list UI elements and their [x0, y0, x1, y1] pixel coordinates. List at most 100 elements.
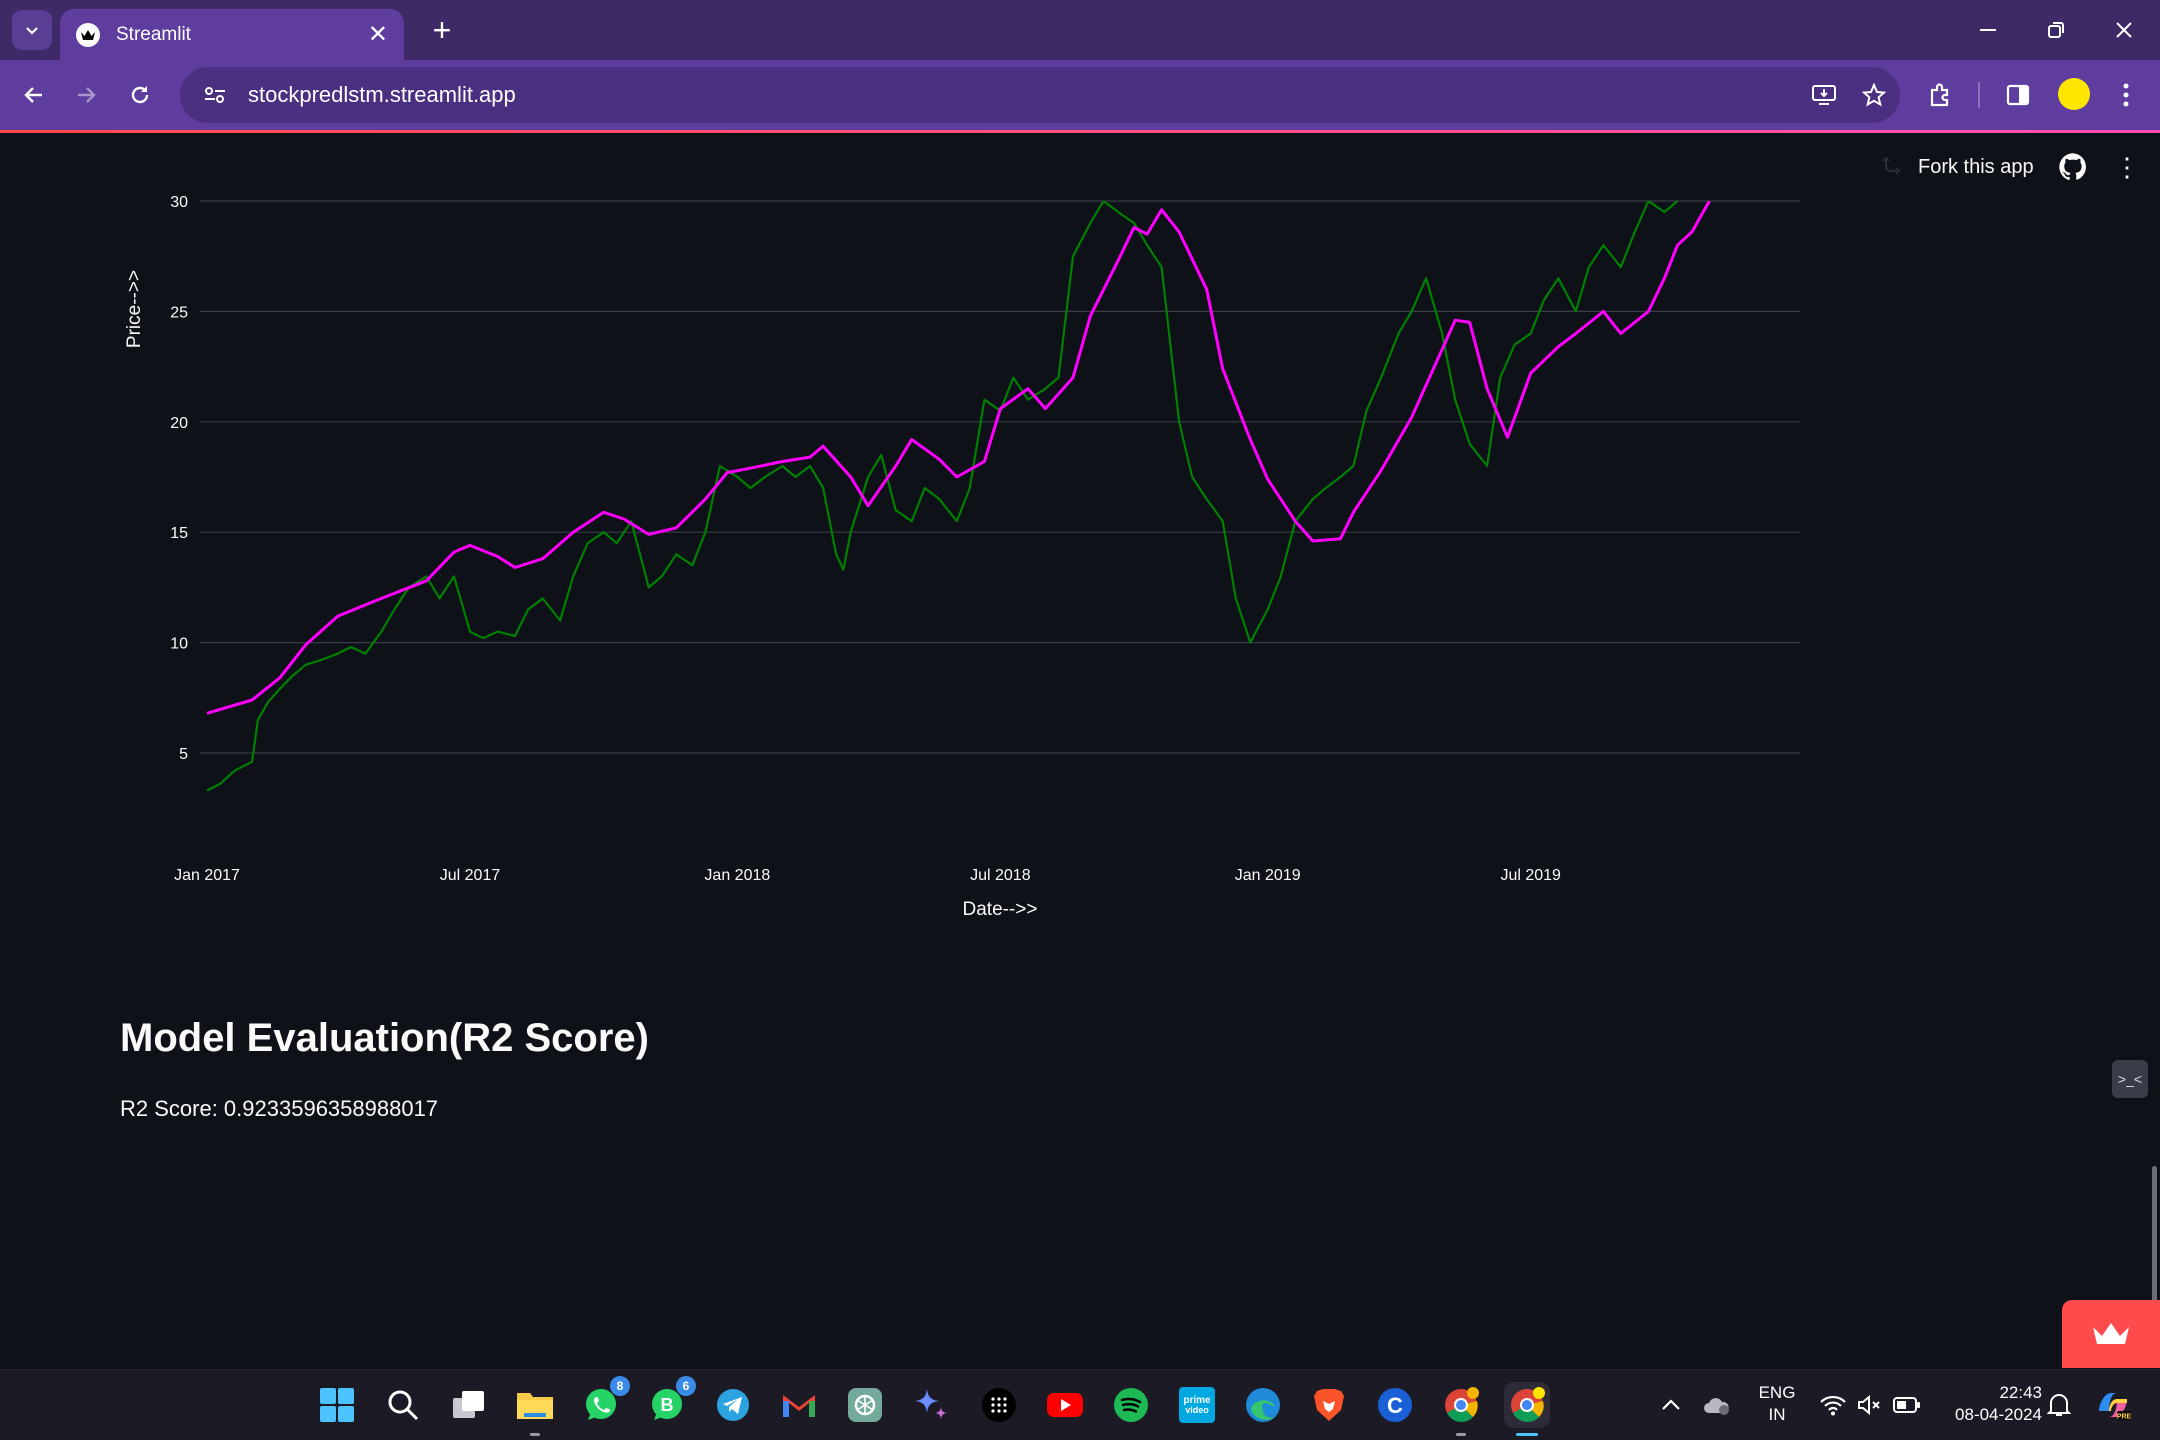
- page-scrollbar[interactable]: [2152, 1166, 2157, 1366]
- c-logo-icon: C: [1378, 1388, 1412, 1422]
- chatgpt-button[interactable]: [842, 1382, 888, 1428]
- x-tick-label: Jan 2017: [174, 867, 240, 884]
- x-tick-label: Jan 2019: [1235, 867, 1301, 884]
- clock[interactable]: 22:43 08-04-2024: [1930, 1382, 2042, 1426]
- brave-lion-icon: [1314, 1389, 1344, 1421]
- language-indicator[interactable]: ENG IN: [1752, 1382, 1802, 1426]
- github-icon[interactable]: [2058, 152, 2088, 182]
- chatgpt-icon: [848, 1388, 882, 1422]
- arrow-right-icon: [78, 87, 96, 103]
- site-info-icon[interactable]: [202, 82, 228, 108]
- bell-icon: [2047, 1394, 2071, 1416]
- install-app-icon[interactable]: [1800, 71, 1848, 119]
- tab-search-button[interactable]: [12, 10, 52, 50]
- y-tick-label: 15: [170, 525, 188, 542]
- arrow-left-icon: [24, 87, 42, 103]
- spotify-icon: [1114, 1388, 1148, 1422]
- gmail-button[interactable]: [776, 1382, 822, 1428]
- extensions-icon[interactable]: [1918, 73, 1962, 117]
- task-view-icon: [453, 1391, 484, 1418]
- file-explorer-button[interactable]: [512, 1382, 558, 1436]
- restore-button[interactable]: [2026, 8, 2086, 52]
- telegram-icon: [717, 1389, 749, 1421]
- gemini-button[interactable]: [908, 1382, 954, 1428]
- section-heading: Model Evaluation(R2 Score): [120, 1016, 649, 1060]
- copilot-button[interactable]: PRE: [2090, 1382, 2136, 1428]
- show-hidden-icons-button[interactable]: [1648, 1382, 1694, 1428]
- streamlit-header-decoration: [0, 130, 2160, 133]
- chrome-profile-2-button[interactable]: [1504, 1382, 1550, 1436]
- new-tab-button[interactable]: +: [432, 11, 452, 48]
- prime-video-button[interactable]: prime video: [1174, 1382, 1220, 1428]
- fork-app-button[interactable]: Fork this app: [1880, 150, 2034, 184]
- series-line-green: [206, 201, 1679, 792]
- chrome-profile-1-button[interactable]: [1438, 1382, 1484, 1436]
- y-tick-label: 10: [170, 636, 188, 653]
- close-icon: [2116, 22, 2132, 38]
- reload-button[interactable]: [116, 71, 164, 119]
- task-view-button[interactable]: [446, 1382, 492, 1428]
- x-tick-label: Jul 2018: [970, 867, 1031, 884]
- minimize-button[interactable]: [1958, 8, 2018, 52]
- wifi-icon: [1820, 1395, 1846, 1416]
- svg-text:prime: prime: [1183, 1395, 1211, 1406]
- quick-settings-button[interactable]: [1810, 1382, 1930, 1428]
- x-axis-label: Date-->>: [963, 899, 1038, 920]
- url-text: stockpredlstm.streamlit.app: [248, 82, 516, 107]
- gmail-icon: [783, 1395, 815, 1417]
- address-bar[interactable]: stockpredlstm.streamlit.app: [180, 67, 1900, 123]
- dot-grid-icon: [982, 1388, 1016, 1422]
- whatsapp-button[interactable]: 8: [578, 1376, 630, 1428]
- cloud-icon: [1704, 1398, 1729, 1415]
- y-tick-label: 5: [179, 746, 188, 763]
- streamlit-badge[interactable]: [2062, 1300, 2160, 1368]
- whatsapp-business-button[interactable]: B 6: [644, 1376, 696, 1428]
- chrome-icon: [1445, 1387, 1479, 1422]
- brave-button[interactable]: [1306, 1382, 1352, 1428]
- c-app-button[interactable]: C: [1372, 1382, 1418, 1428]
- x-tick-label: Jul 2017: [440, 867, 501, 884]
- streamlit-crown-icon: [2093, 1323, 2129, 1344]
- browser-tab[interactable]: Streamlit ✕: [60, 9, 404, 60]
- youtube-button[interactable]: [1042, 1382, 1088, 1428]
- start-button[interactable]: [314, 1382, 360, 1428]
- running-indicator: [530, 1433, 540, 1436]
- chrome-menu-icon[interactable]: [2104, 73, 2148, 117]
- close-tab-icon[interactable]: ✕: [367, 21, 388, 48]
- fork-icon: [1882, 156, 1901, 175]
- svg-text:PRE: PRE: [2117, 1414, 2131, 1421]
- close-window-button[interactable]: [2094, 8, 2154, 52]
- y-tick-label: 20: [170, 415, 188, 432]
- perplexity-button[interactable]: [976, 1382, 1022, 1428]
- telegram-button[interactable]: [710, 1382, 756, 1428]
- folder-icon: [517, 1393, 553, 1419]
- time-text: 22:43: [1999, 1383, 2042, 1402]
- edge-button[interactable]: [1240, 1382, 1286, 1428]
- chart-gridlines: [200, 200, 1800, 754]
- tab-strip: Streamlit ✕ +: [0, 0, 2160, 60]
- x-tick-label: Jul 2019: [1500, 867, 1561, 884]
- reload-icon: [131, 86, 149, 104]
- spotify-button[interactable]: [1108, 1382, 1154, 1428]
- back-button[interactable]: [10, 71, 58, 119]
- whatsapp-icon: [586, 1389, 616, 1420]
- notifications-button[interactable]: [2036, 1382, 2082, 1428]
- search-button[interactable]: [380, 1382, 426, 1428]
- search-icon: [388, 1390, 419, 1421]
- svg-text:C: C: [1387, 1393, 1403, 1418]
- onedrive-button[interactable]: [1694, 1382, 1740, 1428]
- forward-button[interactable]: [62, 71, 110, 119]
- side-panel-icon[interactable]: [1996, 73, 2040, 117]
- profile-avatar[interactable]: [2058, 78, 2090, 110]
- y-axis-ticks: 5 10 15 20 25 30: [170, 194, 188, 763]
- devtools-toggle-button[interactable]: >_<: [2112, 1060, 2148, 1098]
- notification-badge: 6: [676, 1376, 696, 1396]
- app-menu-button[interactable]: ⋮: [2114, 151, 2140, 182]
- bookmark-star-icon[interactable]: [1850, 71, 1898, 119]
- svg-text:video: video: [1185, 1405, 1209, 1415]
- speaker-muted-icon: [1858, 1394, 1880, 1416]
- region-code: IN: [1768, 1405, 1786, 1424]
- language-code: ENG: [1758, 1383, 1796, 1402]
